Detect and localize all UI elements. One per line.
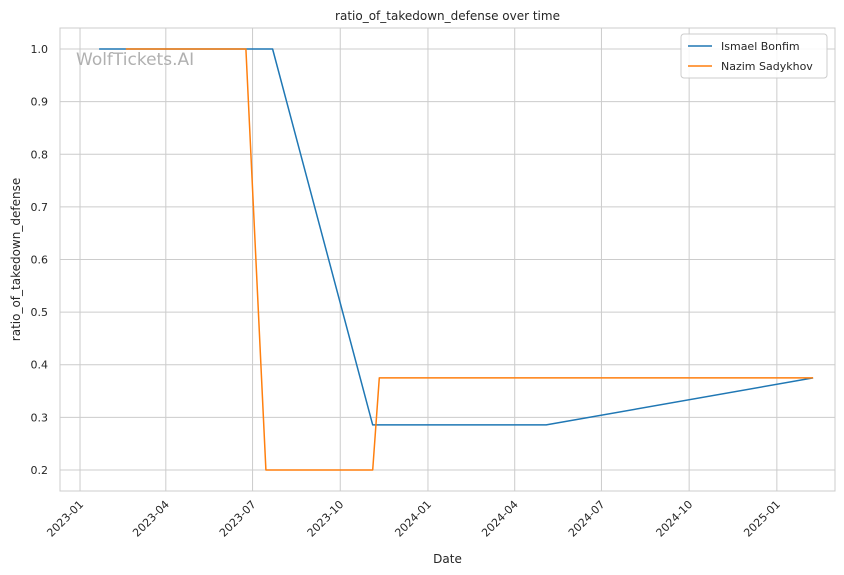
y-axis-label: ratio_of_takedown_defense [9,178,23,341]
chart-title: ratio_of_takedown_defense over time [335,9,560,23]
x-tick-label: 2024-10 [654,498,696,540]
legend-label-1: Nazim Sadykhov [721,60,813,73]
x-tick-label: 2024-07 [566,498,608,540]
y-tick-label: 0.8 [31,148,49,161]
x-tick-label: 2024-04 [479,498,521,540]
watermark: WolfTickets.AI [76,50,194,70]
x-tick-label: 2023-04 [130,498,172,540]
x-tick-label: 2023-07 [217,498,259,540]
y-tick-label: 0.5 [31,306,49,319]
grid [60,28,835,491]
legend-box [680,33,828,79]
y-tick-label: 0.4 [31,359,49,372]
x-tick-label: 2023-10 [305,498,347,540]
legend-label-0: Ismael Bonfim [721,40,800,53]
y-axis: 0.2 0.3 0.4 0.5 0.6 0.7 0.8 0.9 1.0 [31,43,49,477]
x-tick-label: 2025-01 [741,498,783,540]
y-tick-label: 0.2 [31,464,49,477]
y-tick-label: 1.0 [31,43,49,56]
plot-area-frame [59,27,836,492]
series-line-0 [99,48,814,426]
x-axis-label: Date [433,552,462,566]
x-tick-label: 2023-01 [44,498,86,540]
y-tick-label: 0.6 [31,254,49,267]
x-axis: 2023-01 2023-04 2023-07 2023-10 2024-01 2024-… [44,498,783,540]
series-lines [99,48,814,471]
y-tick-label: 0.7 [31,201,49,214]
y-tick-label: 0.3 [31,411,49,424]
y-tick-label: 0.9 [31,96,49,109]
x-tick-label: 2024-01 [392,498,434,540]
series-line-1 [125,48,814,471]
legend: Ismael Bonfim Nazim Sadykhov [680,33,828,79]
